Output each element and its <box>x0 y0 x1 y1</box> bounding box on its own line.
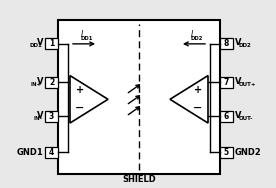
Text: +: + <box>76 85 84 95</box>
Text: 2: 2 <box>49 78 54 87</box>
Text: V: V <box>235 111 242 120</box>
Text: $I$: $I$ <box>190 28 194 39</box>
Bar <box>45 77 58 88</box>
Text: DD2: DD2 <box>238 43 251 48</box>
Text: +: + <box>194 85 202 95</box>
Text: 5: 5 <box>224 148 229 157</box>
Bar <box>45 38 58 49</box>
Text: $I$: $I$ <box>80 28 84 39</box>
Bar <box>220 111 233 122</box>
Bar <box>45 147 58 158</box>
Text: −: − <box>193 103 203 113</box>
Text: OUT-: OUT- <box>238 116 253 121</box>
Text: 7: 7 <box>224 78 229 87</box>
Text: GND1: GND1 <box>16 148 43 157</box>
Bar <box>45 111 58 122</box>
Text: DD1: DD1 <box>29 43 42 48</box>
Text: DD1: DD1 <box>81 36 93 41</box>
Text: OUT+: OUT+ <box>238 82 256 87</box>
Bar <box>220 147 233 158</box>
Text: 4: 4 <box>49 148 54 157</box>
Text: V: V <box>235 77 242 86</box>
Text: V: V <box>235 38 242 47</box>
Text: −: − <box>75 103 85 113</box>
Text: IN-: IN- <box>33 116 42 121</box>
Bar <box>58 20 220 174</box>
Text: GND2: GND2 <box>235 148 262 157</box>
Text: 6: 6 <box>224 112 229 121</box>
Text: V: V <box>36 111 43 120</box>
Text: 1: 1 <box>49 39 54 48</box>
Text: SHIELD: SHIELD <box>122 176 156 184</box>
Text: V: V <box>36 77 43 86</box>
Text: 3: 3 <box>49 112 54 121</box>
Polygon shape <box>70 76 108 123</box>
Text: DD2: DD2 <box>191 36 203 41</box>
Text: IN+: IN+ <box>31 82 42 87</box>
Bar <box>220 77 233 88</box>
Text: V: V <box>36 38 43 47</box>
Text: 8: 8 <box>224 39 229 48</box>
Polygon shape <box>170 76 208 123</box>
Bar <box>220 38 233 49</box>
